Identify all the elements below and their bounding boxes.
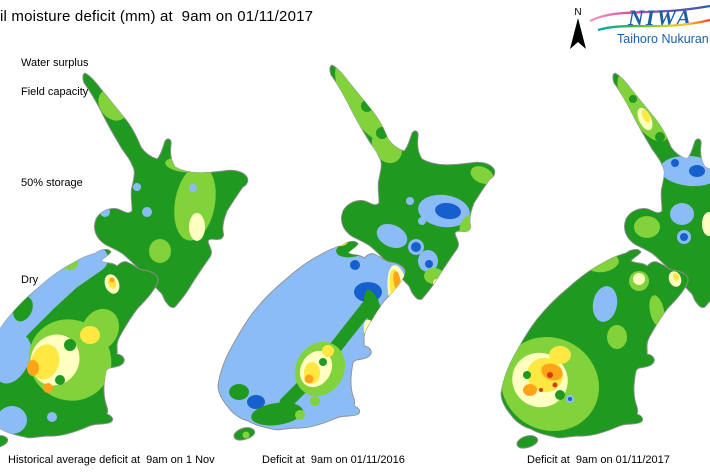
stewart-island-moisture-contours	[242, 431, 250, 439]
stewart-island-shape	[516, 435, 539, 449]
south-island-moisture-contours	[501, 253, 682, 432]
map-historical-average	[0, 72, 249, 449]
niwa-logo: NIWA	[589, 4, 710, 32]
legend-label-water-surplus: Water surplus	[21, 57, 89, 69]
north-arrow-icon	[570, 18, 586, 49]
logo-swoosh-lower	[597, 18, 710, 32]
stewart-island-shape	[0, 435, 9, 449]
page-title: il moisture deficit (mm) at 9am on 01/11…	[0, 8, 314, 25]
map-deficit-2017	[500, 72, 710, 449]
south-island-moisture-contours	[0, 249, 120, 434]
north-label: N	[574, 7, 581, 18]
legend-label-field-capacity: Field capacity	[21, 86, 89, 98]
map-deficit-2016	[217, 64, 496, 441]
map-caption-historical-average: Historical average deficit at 9am on 1 N…	[8, 454, 215, 466]
logo-swoosh-upper	[589, 4, 710, 23]
legend-label-50-storage: 50% storage	[21, 177, 83, 189]
legend-label-dry: Dry	[21, 274, 39, 286]
north-arrow: N	[570, 7, 586, 49]
niwa-tagline: Taihoro Nukuran	[617, 32, 709, 46]
map-caption-2016: Deficit at 9am on 01/11/2016	[262, 454, 405, 466]
map-caption-2017: Deficit at 9am on 01/11/2017	[527, 454, 670, 466]
north-island-moisture-contours	[617, 73, 710, 244]
